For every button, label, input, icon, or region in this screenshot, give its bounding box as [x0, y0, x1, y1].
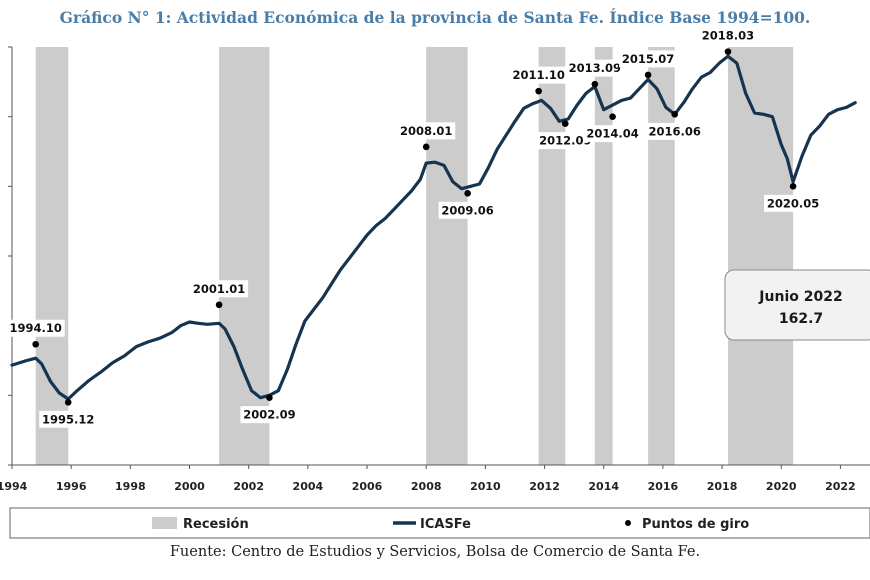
turning-point-dot [32, 340, 39, 348]
annotation-value: 162.7 [779, 311, 823, 327]
turning-point-label: 2001.01 [193, 282, 245, 296]
legend-recession-label: Recesión [183, 517, 249, 532]
recession-band-5 [594, 47, 613, 465]
x-tick-label: 2022 [825, 480, 856, 493]
turning-point-label: 2013.09 [569, 61, 621, 75]
turning-point-label: 2015.07 [622, 52, 674, 66]
turning-point-label-bg [619, 50, 678, 68]
turning-point-label-bg [565, 59, 624, 77]
x-tick-label: 2016 [648, 480, 679, 493]
turning-point-label: 1994.10 [9, 321, 61, 335]
recession-band-3 [426, 47, 468, 465]
turning-point-label-bg [438, 201, 497, 219]
source-note: Fuente: Centro de Estudios y Servicios, … [169, 544, 701, 560]
turning-point-label: 2009.06 [441, 203, 493, 217]
x-tick-label: 2002 [233, 480, 264, 493]
x-tick-label: 1996 [56, 480, 87, 493]
legend-recession-swatch [152, 517, 177, 529]
x-tick-label: 1998 [115, 480, 146, 493]
turning-point-dot [464, 190, 471, 197]
turning-point-label-bg [509, 66, 568, 84]
turning-point-label-bg [6, 319, 65, 337]
turning-point-label: 2016.06 [649, 124, 701, 138]
legend-turning-point-dot [625, 520, 631, 526]
turning-point-label: 2008.01 [400, 124, 452, 138]
turning-point-dot [535, 87, 542, 95]
recession-band-6 [648, 47, 675, 465]
recession-band-2 [219, 47, 270, 465]
turning-point-label-bg [397, 122, 456, 140]
legend-series-label: ICASFe [420, 517, 471, 532]
turning-point-dot [671, 111, 679, 118]
turning-point-label-bg [39, 410, 98, 428]
turning-point-label: 2011.10 [512, 68, 564, 82]
turning-points: 1994.10 1995.12 2001.01 2002.09 2008.01 2009.… [6, 27, 823, 428]
turning-point-dot [724, 48, 732, 55]
x-tick-label: 2006 [352, 480, 383, 493]
turning-point-dot [422, 143, 430, 151]
turning-point-dot [561, 120, 569, 127]
x-tick-label: 2018 [707, 480, 738, 493]
turning-point-dot [591, 80, 599, 88]
recession-band-7 [727, 47, 794, 465]
turning-point-dot [644, 71, 652, 79]
turning-point-label: 2020.05 [767, 196, 819, 210]
x-tick-label: 1994 [0, 480, 28, 493]
x-tick-label: 2004 [293, 480, 324, 493]
turning-point-label-bg [190, 280, 249, 298]
turning-point-label: 2014.04 [586, 127, 638, 141]
turning-point-label-bg [698, 27, 757, 45]
plot-frame [8, 46, 870, 466]
x-tick-label: 2014 [588, 480, 619, 493]
turning-point-dot [64, 399, 72, 406]
turning-point-label: 1995.12 [42, 412, 94, 426]
turning-point-dot [215, 301, 223, 309]
turning-point-label: 2018.03 [702, 29, 754, 43]
legend-turning-point-label: Puntos de giro [642, 517, 749, 532]
x-tick-label: 2012 [529, 480, 560, 493]
turning-point-label-bg [536, 132, 595, 150]
recession-band-1 [35, 47, 69, 465]
recession-bands [35, 47, 794, 465]
x-tick-label: 2010 [470, 480, 501, 493]
icasfe-series-line [10, 54, 857, 401]
turning-point-label-bg [583, 125, 642, 143]
recession-band-4 [538, 47, 566, 465]
legend: Recesión ICASFe Puntos de giro [9, 507, 870, 539]
turning-point-label-bg [240, 406, 299, 424]
turning-point-label: 2002.09 [243, 408, 295, 422]
turning-point-label-bg [645, 122, 704, 140]
turning-point-dot [609, 113, 616, 120]
x-tick-label: 2008 [411, 480, 442, 493]
chart-title: Gráfico N° 1: Actividad Económica de la … [59, 8, 811, 27]
turning-point-label-bg [764, 194, 823, 212]
x-axis-ticks: 1994 1996 1998 2000 2002 2004 2006 2008 2010 2012… [0, 465, 856, 493]
annotation-box: Junio 2022 162.7 [724, 269, 870, 341]
x-tick-label: 2020 [766, 480, 797, 493]
turning-point-label: 2012.09 [539, 134, 591, 148]
series-line-group [10, 54, 857, 401]
turning-point-dot [266, 394, 273, 401]
turning-point-dot [789, 183, 797, 190]
x-tick-label: 2000 [174, 480, 205, 493]
annotation-date: Junio 2022 [758, 289, 842, 305]
